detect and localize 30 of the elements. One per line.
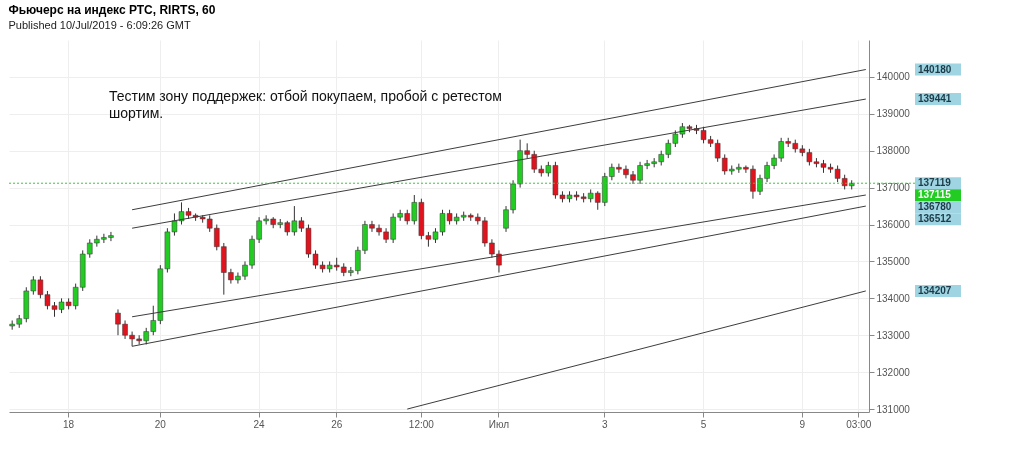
- annotation: Тестим зону поддержек: отбой покупаем, пробой с ретестом шортим.: [109, 88, 502, 121]
- y-tick-label: 137000: [876, 182, 911, 194]
- text: 137115: [918, 189, 952, 201]
- x-tick-label: 26: [331, 418, 343, 430]
- text: 136780: [918, 201, 952, 213]
- x-tick-label: 18: [63, 418, 75, 430]
- x-tick-label: 03:00: [846, 418, 872, 430]
- text: 139441: [918, 93, 952, 105]
- y-tick-label: 140000: [876, 71, 911, 83]
- x-tick-label: 20: [154, 418, 167, 430]
- x-tick-label: 9: [799, 418, 806, 430]
- x-tick-label: Июл: [488, 418, 510, 430]
- text: 140180: [918, 63, 952, 75]
- text: 136512: [918, 213, 952, 225]
- y-tick-label: 134000: [876, 292, 911, 304]
- chart-title: Фьючерс на индекс РТС, RIRTS, 60: [8, 3, 216, 17]
- y-tick-label: 133000: [876, 329, 911, 341]
- y-tick-label: 132000: [876, 366, 911, 378]
- ref-line-label: 137119: [918, 177, 952, 189]
- x-tick-label: 3: [602, 418, 609, 430]
- y-tick-label: 136000: [876, 219, 911, 231]
- y-tick-label: 139000: [876, 108, 911, 120]
- y-tick-label: 135000: [876, 255, 911, 267]
- x-tick-label: 12:00: [408, 418, 435, 430]
- y-tick-label: 131000: [876, 403, 911, 415]
- x-tick-label: 5: [700, 418, 707, 430]
- chart-subtitle: Published 10/Jul/2019 - 6:09:26 GMT: [8, 19, 191, 31]
- x-tick-label: 24: [253, 418, 266, 430]
- y-tick-label: 138000: [876, 145, 911, 157]
- text: 134207: [918, 284, 952, 296]
